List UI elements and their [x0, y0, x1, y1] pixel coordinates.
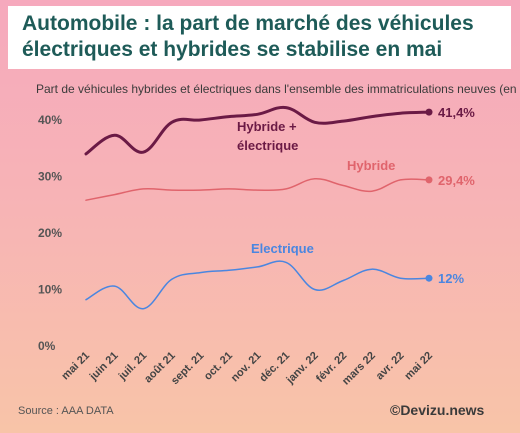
chart-title-line-1: Automobile : la part de marché des véhic… [22, 12, 474, 35]
chart-title-line-2: électriques et hybrides se stabilise en … [22, 38, 443, 61]
end-value-label-hybrid-electric: 41,4% [438, 105, 475, 120]
series-label-hybrid-electric: électrique [237, 138, 298, 153]
series-line-electric [85, 260, 430, 310]
end-value-label-electric: 12% [438, 271, 464, 286]
y-tick-label: 20% [38, 226, 62, 240]
chart-subtitle: Part de véhicules hybrides et électrique… [36, 82, 520, 96]
x-tick-label: juin 21 [87, 350, 121, 384]
y-tick-label: 0% [38, 339, 56, 353]
end-value-label-hybrid: 29,4% [438, 173, 475, 188]
end-point-electric [425, 274, 433, 282]
series-label-electric: Electrique [251, 241, 314, 256]
end-point-hybrid [425, 176, 433, 184]
series-line-hybrid [85, 178, 430, 201]
y-tick-label: 30% [38, 170, 62, 184]
brand-logo: ©Devizu.news [390, 402, 485, 418]
series-line-hybrid-electric [84, 105, 431, 156]
x-tick-label: mai 22 [402, 350, 435, 383]
y-tick-label: 10% [38, 283, 62, 297]
source-note: Source : AAA DATA [18, 405, 114, 417]
x-tick-label: mai 21 [59, 350, 92, 383]
x-tick-label: avr. 22 [374, 350, 407, 383]
series-label-hybrid-electric: Hybride + [237, 119, 297, 134]
y-tick-label: 40% [38, 113, 62, 127]
end-point-hybrid-electric [425, 108, 433, 116]
series-label-hybrid: Hybride [347, 158, 395, 173]
x-tick-label: nov. 21 [229, 350, 264, 385]
title-box: Automobile : la part de marché des véhic… [8, 6, 511, 69]
